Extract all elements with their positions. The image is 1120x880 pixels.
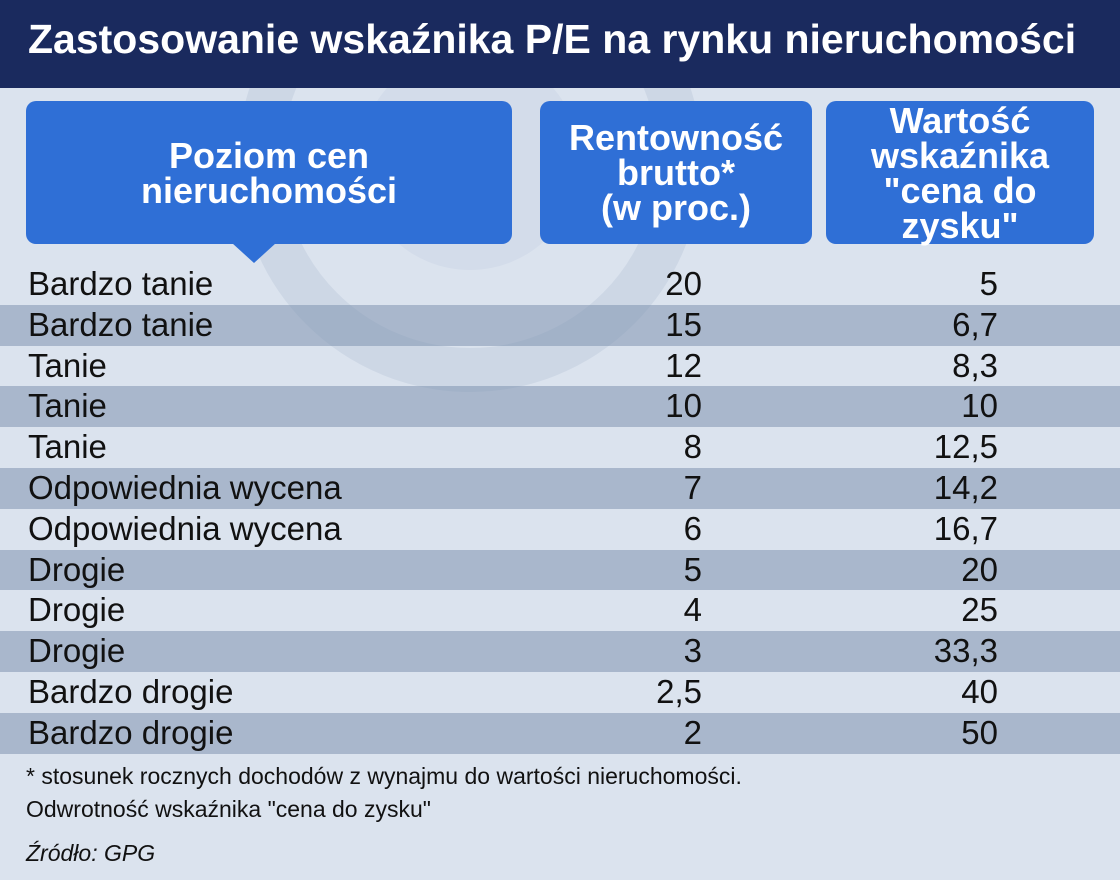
gross-yield-cell: 2 [683, 713, 702, 751]
footnote: * stosunek rocznych dochodów z wynajmu d… [26, 763, 742, 822]
table-row: Bardzo drogie 2,5 40 [0, 672, 1120, 713]
table-row: Drogie 5 20 [0, 549, 1120, 591]
table-row: Bardzo drogie 2 50 [0, 712, 1120, 754]
column-header-price-level-label: Poziom cen nieruchomości [140, 134, 398, 211]
gross-yield-cell: 20 [665, 265, 702, 302]
pe-ratio-cell: 16,7 [933, 509, 998, 547]
data-table: Bardzo tanie 20 5 Bardzo tanie 15 6,7 Ta… [0, 264, 1120, 754]
column-header-price-level: Poziom cen nieruchomości [26, 101, 512, 244]
price-level-cell: Bardzo tanie [28, 265, 214, 302]
table-row: Drogie 3 33,3 [0, 631, 1120, 672]
pe-ratio-cell: 50 [961, 713, 998, 751]
pe-ratio-cell: 8,3 [952, 346, 998, 384]
table-row: Odpowiednia wycena 6 16,7 [0, 509, 1120, 550]
pe-ratio-cell: 40 [961, 672, 998, 710]
gross-yield-cell: 10 [665, 387, 702, 425]
table-row: Drogie 4 25 [0, 590, 1120, 631]
price-level-cell: Drogie [28, 550, 126, 588]
gross-yield-cell: 5 [683, 550, 702, 588]
price-level-cell: Bardzo tanie [28, 305, 214, 343]
price-level-cell: Drogie [28, 632, 126, 670]
pe-ratio-cell: 5 [979, 265, 998, 302]
gross-yield-cell: 6 [683, 509, 702, 547]
table-row: Tanie 8 12,5 [0, 427, 1120, 468]
price-level-cell: Bardzo drogie [28, 672, 234, 710]
gross-yield-cell: 15 [665, 305, 702, 343]
table-row: Tanie 10 10 [0, 386, 1120, 428]
column-header-gross-yield: Rentowność brutto* (w proc.) [540, 101, 812, 244]
gross-yield-cell: 4 [683, 591, 702, 629]
gross-yield-cell: 8 [683, 428, 702, 466]
table-row: Bardzo tanie 20 5 [0, 264, 1120, 305]
pe-ratio-cell: 12,5 [933, 428, 998, 466]
pe-ratio-cell: 33,3 [933, 632, 998, 670]
column-header-pe-ratio: Wartość wskaźnika "cena do zysku" [826, 101, 1094, 244]
pe-ratio-cell: 25 [961, 591, 998, 629]
price-level-cell: Tanie [28, 346, 107, 384]
pe-ratio-cell: 20 [961, 550, 998, 588]
header-pointer [232, 243, 276, 263]
column-header-gross-yield-label: Rentowność brutto* (w proc.) [568, 117, 783, 228]
price-level-cell: Tanie [28, 428, 107, 466]
price-level-cell: Bardzo drogie [28, 713, 234, 751]
price-level-cell: Tanie [28, 387, 107, 425]
pe-ratio-cell: 10 [961, 387, 998, 425]
gross-yield-cell: 7 [683, 468, 702, 506]
gross-yield-cell: 3 [683, 632, 702, 670]
gross-yield-cell: 2,5 [656, 672, 702, 710]
pe-ratio-cell: 6,7 [952, 305, 998, 343]
table-row: Tanie 12 8,3 [0, 346, 1120, 387]
table-row: Bardzo tanie 15 6,7 [0, 304, 1120, 346]
source-note: Źródło: GPG [26, 840, 156, 866]
page-title: Zastosowanie wskaźnika P/E na rynku nier… [28, 16, 1077, 62]
title-bar: Zastosowanie wskaźnika P/E na rynku nier… [0, 0, 1120, 88]
table-row: Odpowiednia wycena 7 14,2 [0, 467, 1120, 509]
column-header-pe-ratio-label: Wartość wskaźnika "cena do zysku" [870, 99, 1050, 246]
price-level-cell: Drogie [28, 591, 126, 629]
gross-yield-cell: 12 [665, 346, 702, 384]
pe-ratio-cell: 14,2 [933, 468, 998, 506]
price-level-cell: Odpowiednia wycena [28, 509, 342, 547]
price-level-cell: Odpowiednia wycena [28, 468, 342, 506]
